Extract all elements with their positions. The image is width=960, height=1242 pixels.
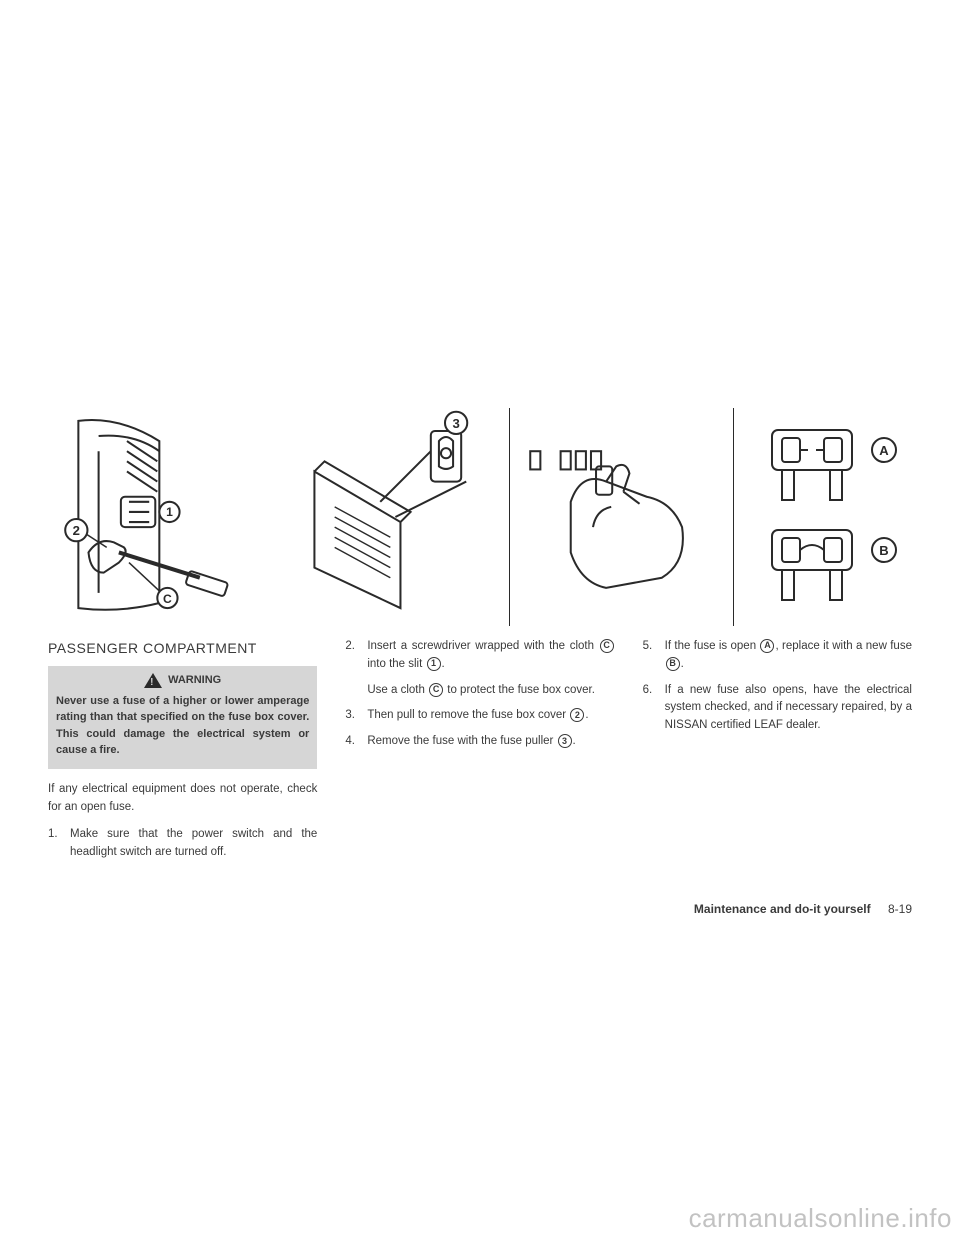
svg-text:2: 2 <box>73 523 80 538</box>
step-1: 1. Make sure that the power switch and t… <box>48 826 317 862</box>
steps-list-col1: 1. Make sure that the power switch and t… <box>48 826 317 862</box>
step-number: 6. <box>643 682 657 735</box>
step-6: 6. If a new fuse also opens, have the el… <box>643 682 912 735</box>
step-number: 5. <box>643 638 657 674</box>
illustration-dash: 1 2 C <box>48 408 271 626</box>
step-text: If a new fuse also opens, have the elect… <box>665 682 912 735</box>
svg-text:A: A <box>879 443 889 458</box>
warning-text: Never use a fuse of a higher or lower am… <box>56 693 309 759</box>
illustration-row: 1 2 C <box>48 408 912 626</box>
svg-text:B: B <box>879 543 888 558</box>
column-3: 5. If the fuse is open A, replace it wit… <box>643 638 912 870</box>
warning-label: WARNING <box>168 672 221 689</box>
chapter-title: Maintenance and do-it yourself <box>694 902 871 916</box>
svg-text:1: 1 <box>166 505 173 519</box>
step-text: Make sure that the power switch and the … <box>70 826 317 862</box>
step-2-sub: Use a cloth C to protect the fuse box co… <box>367 682 614 700</box>
step-text: Insert a screwdriver wrapped with the cl… <box>367 638 614 674</box>
step-number: 1. <box>48 826 62 862</box>
step-text: If the fuse is open A, replace it with a… <box>665 638 912 674</box>
steps-list-col2b: 3. Then pull to remove the fuse box cove… <box>345 707 614 751</box>
step-4: 4. Remove the fuse with the fuse puller … <box>345 733 614 751</box>
manual-page: 1 2 C <box>0 0 960 1242</box>
step-5: 5. If the fuse is open A, replace it wit… <box>643 638 912 674</box>
step-number: 2. <box>345 638 359 674</box>
svg-text:C: C <box>163 592 172 606</box>
label-2-icon: 2 <box>570 708 584 722</box>
label-1-icon: 1 <box>427 657 441 671</box>
intro-paragraph: If any electrical equipment does not ope… <box>48 781 317 817</box>
svg-text:3: 3 <box>452 416 459 431</box>
step-text: Remove the fuse with the fuse puller 3. <box>367 733 614 751</box>
step-2: 2. Insert a screwdriver wrapped with the… <box>345 638 614 674</box>
page-number: 8-19 <box>888 902 912 916</box>
steps-list-col2: 2. Insert a screwdriver wrapped with the… <box>345 638 614 674</box>
section-title: PASSENGER COMPARTMENT <box>48 638 317 660</box>
label-B-icon: B <box>666 657 680 671</box>
steps-list-col3: 5. If the fuse is open A, replace it wit… <box>643 638 912 735</box>
warning-box: WARNING Never use a fuse of a higher or … <box>48 666 317 769</box>
illustration-fusebox: 3 <box>279 408 502 626</box>
step-3: 3. Then pull to remove the fuse box cove… <box>345 707 614 725</box>
illustration-fuses: A B <box>742 408 912 626</box>
illustration-hand-pull <box>509 408 734 626</box>
label-3-icon: 3 <box>558 734 572 748</box>
label-A-icon: A <box>760 639 774 653</box>
column-1: PASSENGER COMPARTMENT WARNING Never use … <box>48 638 317 870</box>
warning-triangle-icon <box>144 673 162 688</box>
step-number: 4. <box>345 733 359 751</box>
text-columns: PASSENGER COMPARTMENT WARNING Never use … <box>48 638 912 870</box>
page-footer: Maintenance and do-it yourself 8-19 <box>694 902 912 916</box>
label-C-icon: C <box>429 683 443 697</box>
watermark: carmanualsonline.info <box>689 1203 952 1234</box>
warning-header: WARNING <box>56 672 309 689</box>
label-C-icon: C <box>600 639 614 653</box>
step-number: 3. <box>345 707 359 725</box>
step-text: Then pull to remove the fuse box cover 2… <box>367 707 614 725</box>
column-2: 2. Insert a screwdriver wrapped with the… <box>345 638 614 870</box>
